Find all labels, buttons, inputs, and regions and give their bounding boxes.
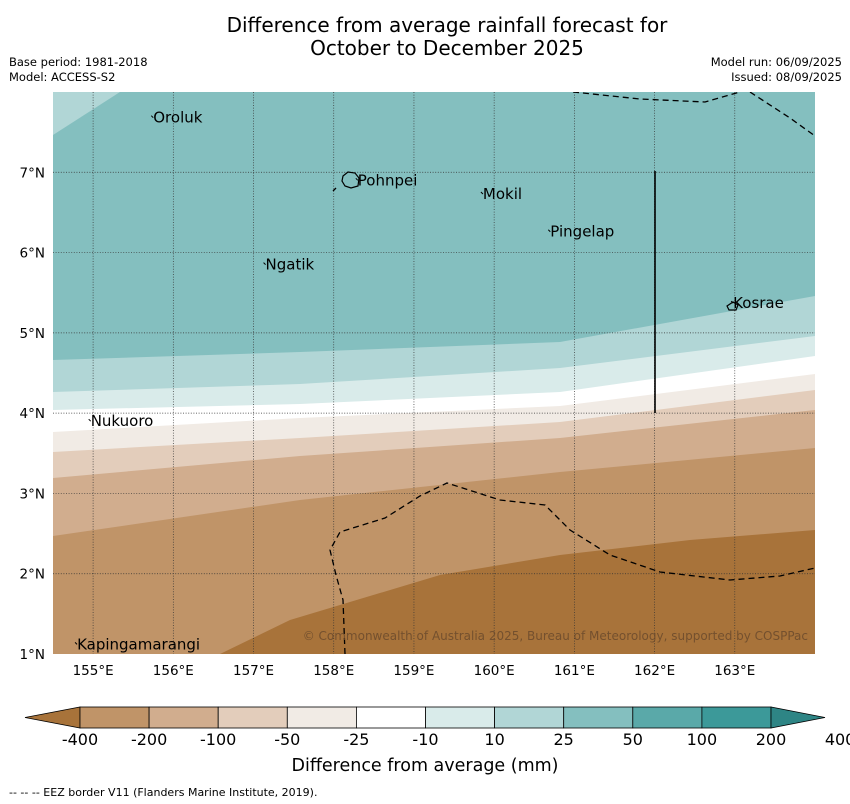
map-title: Difference from average rainfall forecas… (0, 14, 850, 60)
title-line-2: October to December 2025 (310, 36, 584, 60)
colorbar-tick-label: 400 (824, 730, 850, 749)
colorbar-extend-high (770, 706, 826, 729)
meta-right: Model run: 06/09/2025 Issued: 08/09/2025 (711, 55, 842, 85)
lat-tick-label: 7°N (20, 165, 45, 181)
place-label: Nukuoro (91, 412, 154, 430)
colorbar-segment (217, 706, 288, 729)
colorbar-tick-label: -100 (200, 730, 237, 749)
lon-tick-label: 159°E (393, 663, 434, 679)
lon-tick-label: 156°E (153, 663, 194, 679)
eez-border-north (572, 92, 741, 103)
model-run: Model run: 06/09/2025 (710, 55, 842, 69)
longitude-axis: 155°E 156°E 157°E 158°E 159°E 160°E 161°E 162°E… (73, 663, 756, 679)
lon-tick-label: 157°E (233, 663, 274, 679)
colorbar-extend-low (24, 706, 81, 729)
colorbar-segment (355, 706, 426, 729)
colorbar-segment (148, 706, 219, 729)
place-marker (263, 262, 266, 265)
colorbar-tick-label: -25 (343, 730, 370, 749)
lat-tick-label: 3°N (20, 486, 45, 502)
lon-tick-label: 162°E (634, 663, 675, 679)
colorbar-segment (563, 706, 634, 729)
lat-tick-label: 5°N (20, 326, 45, 342)
place-marker (730, 300, 734, 304)
model-name: Model: ACCESS-S2 (9, 70, 116, 84)
lon-tick-label: 161°E (554, 663, 595, 679)
lat-tick-label: 6°N (20, 246, 45, 262)
colorbar-title: Difference from average (mm) (291, 756, 559, 776)
latitude-axis: 7°N 6°N 5°N 4°N 3°N 2°N 1°N (20, 165, 45, 663)
colorbar-tick-label: 10 (484, 730, 505, 749)
place-label: Pohnpei (358, 171, 418, 189)
colorbar-tick-label: 50 (622, 730, 643, 749)
eez-border-northeast (749, 92, 815, 137)
place-label: Mokil (483, 185, 522, 203)
colorbar-segment (79, 706, 150, 729)
copyright-text: © Commonwealth of Australia 2025, Bureau… (303, 629, 808, 643)
colorbar-segment (286, 706, 357, 729)
colorbar-tick-label: -50 (274, 730, 301, 749)
place-marker (355, 177, 359, 181)
place-marker (88, 418, 92, 422)
lat-tick-label: 4°N (20, 406, 45, 422)
lat-tick-label: 2°N (20, 567, 45, 583)
place-marker (480, 191, 484, 195)
pohnpei-outline (341, 171, 360, 189)
colorbar-segment (632, 706, 703, 729)
colorbar-segment (425, 706, 495, 729)
graticule (53, 92, 815, 654)
place-marker (547, 229, 551, 233)
place-label: Oroluk (153, 109, 202, 127)
meta-left: Base period: 1981-2018 Model: ACCESS-S2 (9, 55, 148, 85)
place-label: Kosrae (733, 294, 784, 312)
colorbar-tick-label: 200 (755, 730, 787, 749)
place-label: Pingelap (550, 223, 614, 241)
eez-footnote: -- -- -- EEZ border V11 (Flanders Marine… (9, 786, 318, 799)
lon-tick-label: 163°E (714, 663, 755, 679)
eez-border-south (329, 482, 815, 654)
place-label: Kapingamarangi (77, 635, 200, 653)
colorbar-tick-label: 100 (686, 730, 718, 749)
colorbar-segment (494, 706, 565, 729)
lon-tick-label: 160°E (474, 663, 515, 679)
title-line-1: Difference from average rainfall forecas… (226, 13, 668, 37)
place-marker (150, 115, 154, 119)
colorbar-tick-label: -400 (61, 730, 99, 749)
rainfall-field: © Commonwealth of Australia 2025, Bureau… (53, 92, 815, 654)
colorbar-tick-label: -10 (412, 730, 439, 749)
colorbar-tick-label: -200 (130, 730, 168, 749)
issued-date: Issued: 08/09/2025 (731, 70, 842, 84)
lon-tick-label: 158°E (313, 663, 354, 679)
base-period: Base period: 1981-2018 (9, 55, 148, 69)
colorbar-segment (701, 706, 772, 729)
colorbar (24, 706, 826, 729)
band-minus-200-400 (220, 530, 815, 654)
eez-borders (329, 92, 815, 654)
lat-tick-label: 1°N (20, 647, 45, 663)
place-label: Ngatik (266, 256, 315, 274)
place-labels: Oroluk Pohnpei Mokil Pingelap Ngatik Kosrae Nu… (74, 109, 784, 653)
eez-border-fragment (332, 187, 337, 192)
band-25-50-northwest (53, 92, 120, 135)
place-marker (74, 642, 78, 645)
lon-tick-label: 155°E (73, 663, 114, 679)
colorbar-tick-label: 25 (553, 730, 574, 749)
